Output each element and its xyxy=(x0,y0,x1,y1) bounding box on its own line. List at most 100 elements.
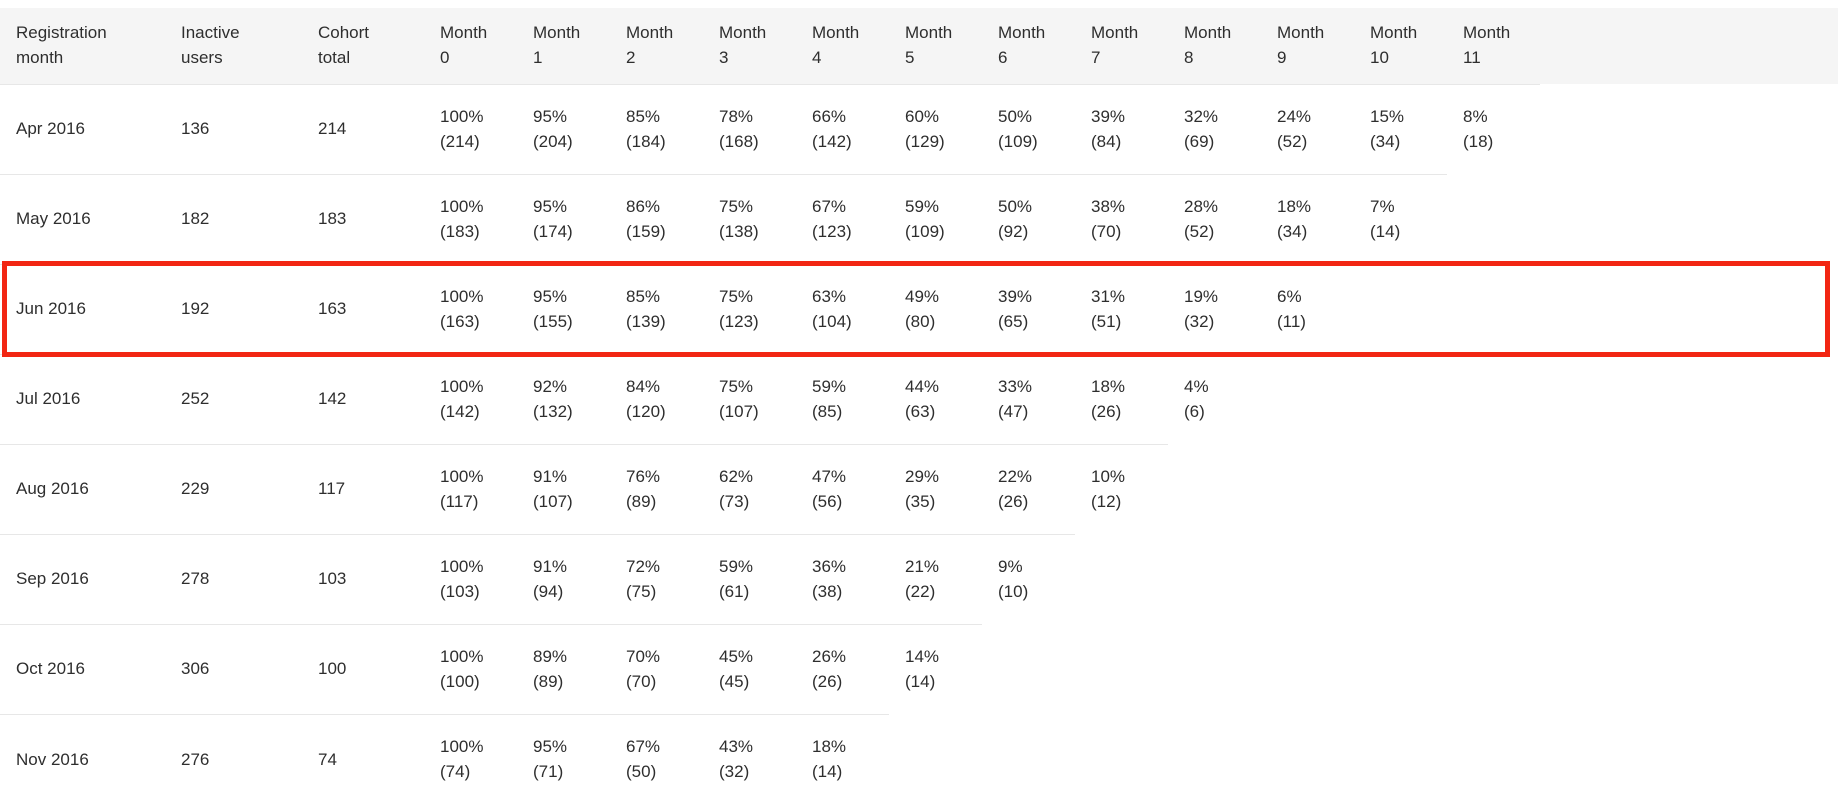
retention-count: (104) xyxy=(812,312,852,331)
registration-month-cell: Jun 2016 xyxy=(0,263,165,354)
retention-cell-month-8: 32% (69) xyxy=(1168,83,1261,174)
retention-percent: 24% xyxy=(1277,106,1312,126)
retention-count: (14) xyxy=(1370,222,1401,242)
retention-percent: 100% xyxy=(440,556,484,576)
retention-percent: 100% xyxy=(440,376,484,396)
retention-cell-month-9: 18% (34) xyxy=(1261,173,1354,264)
retention-percent: 75% xyxy=(719,196,754,216)
retention-cell-month-5: 21% (22) xyxy=(889,533,982,624)
registration-month-cell: Nov 2016 xyxy=(0,713,165,804)
registration-month-cell: Oct 2016 xyxy=(0,623,165,714)
retention-cell-month-4: 18% (14) xyxy=(796,713,889,804)
retention-cell-month-4: 66% (142) xyxy=(796,83,889,174)
column-header-inactive-users: Inactive users xyxy=(165,8,302,84)
retention-percent: 59% xyxy=(905,196,940,216)
retention-percent: 66% xyxy=(812,106,847,126)
cohort-table-header: Registration month Inactive users Cohort t… xyxy=(0,8,1838,84)
retention-cell-month-2: 72% (75) xyxy=(610,533,703,624)
column-header-month-8: Month 8 xyxy=(1168,8,1261,84)
retention-cell-month-2: 76% (89) xyxy=(610,443,703,534)
retention-cell-month-2: 70% (70) xyxy=(610,623,703,714)
cohort-total-cell: 183 xyxy=(302,173,424,264)
registration-month-cell: Aug 2016 xyxy=(0,443,165,534)
retention-cell-month-7: 10% (12) xyxy=(1075,443,1168,534)
retention-count: (204) xyxy=(533,132,573,151)
retention-count: (34) xyxy=(1370,132,1401,151)
retention-count: (52) xyxy=(1277,132,1308,151)
retention-count: (117) xyxy=(440,492,479,511)
retention-percent: 67% xyxy=(812,196,847,216)
retention-count: (92) xyxy=(998,222,1029,241)
retention-count: (70) xyxy=(1091,222,1122,241)
retention-cell-month-6: 9% (10) xyxy=(982,533,1075,624)
column-header-month-5: Month 5 xyxy=(889,8,982,84)
retention-percent: 92% xyxy=(533,376,568,396)
retention-count: (80) xyxy=(905,312,936,331)
retention-cell-month-4: 63% (104) xyxy=(796,263,889,354)
column-header-month-2: Month 2 xyxy=(610,8,703,84)
retention-cell-month-4: 26% (26) xyxy=(796,623,889,714)
retention-cell-month-2: 86% (159) xyxy=(610,173,703,264)
retention-cell-month-3: 45% (45) xyxy=(703,623,796,714)
retention-percent: 95% xyxy=(533,106,568,126)
retention-cell-month-1: 89% (89) xyxy=(517,623,610,714)
retention-count: (132) xyxy=(533,402,573,421)
retention-percent: 18% xyxy=(1277,196,1312,216)
retention-count: (84) xyxy=(1091,132,1122,151)
inactive-users-cell: 252 xyxy=(165,353,302,444)
retention-percent: 6% xyxy=(1277,286,1302,306)
retention-cell-month-5: 29% (35) xyxy=(889,443,982,534)
registration-month-cell: May 2016 xyxy=(0,173,165,264)
retention-count: (142) xyxy=(440,402,480,421)
retention-percent: 38% xyxy=(1091,196,1126,216)
retention-percent: 78% xyxy=(719,106,754,126)
registration-month-cell: Apr 2016 xyxy=(0,83,165,174)
cohort-total-cell: 117 xyxy=(302,443,424,534)
retention-count: (14) xyxy=(812,762,843,782)
retention-count: (63) xyxy=(905,402,936,421)
cohort-row-may-2016: May 2016 182 183 100% (183) 95% (174) 86% (159) 7… xyxy=(0,173,1838,264)
column-header-month-6: Month 6 xyxy=(982,8,1075,84)
column-header-month-10: Month 10 xyxy=(1354,8,1447,84)
inactive-users-cell: 136 xyxy=(165,83,302,174)
cohort-total-cell: 142 xyxy=(302,353,424,444)
retention-percent: 84% xyxy=(626,376,661,396)
column-header-registration-month: Registration month xyxy=(0,8,165,84)
retention-count: (74) xyxy=(440,762,471,782)
retention-cell-month-0: 100% (100) xyxy=(424,623,517,714)
empty-retention-cells xyxy=(1075,534,1838,624)
retention-cell-month-0: 100% (117) xyxy=(424,443,517,534)
retention-count: (214) xyxy=(440,132,480,151)
retention-cell-month-1: 95% (174) xyxy=(517,173,610,264)
retention-percent: 100% xyxy=(440,646,484,666)
retention-percent: 100% xyxy=(440,106,484,126)
retention-percent: 100% xyxy=(440,286,484,306)
inactive-users-cell: 306 xyxy=(165,623,302,714)
retention-cell-month-0: 100% (142) xyxy=(424,353,517,444)
retention-cell-month-3: 59% (61) xyxy=(703,533,796,624)
header-row: Registration month Inactive users Cohort t… xyxy=(0,8,1838,84)
retention-percent: 9% xyxy=(998,556,1023,576)
retention-cell-month-1: 92% (132) xyxy=(517,353,610,444)
retention-percent: 70% xyxy=(626,646,661,666)
retention-percent: 44% xyxy=(905,376,940,396)
retention-count: (109) xyxy=(905,222,945,241)
retention-count: (11) xyxy=(1277,312,1306,332)
retention-count: (183) xyxy=(440,222,480,241)
retention-cell-month-2: 67% (50) xyxy=(610,713,703,804)
retention-count: (155) xyxy=(533,312,573,331)
retention-count: (35) xyxy=(905,492,936,511)
cohort-total-cell: 74 xyxy=(302,713,424,804)
retention-cell-month-0: 100% (163) xyxy=(424,263,517,354)
retention-percent: 49% xyxy=(905,286,940,306)
retention-percent: 85% xyxy=(626,106,661,126)
retention-cell-month-0: 100% (103) xyxy=(424,533,517,624)
empty-retention-cells xyxy=(889,714,1838,804)
cohort-row-sep-2016: Sep 2016 278 103 100% (103) 91% (94) 72% (75) 59%… xyxy=(0,533,1838,624)
retention-count: (34) xyxy=(1277,222,1308,241)
retention-count: (18) xyxy=(1463,132,1494,152)
column-header-month-7: Month 7 xyxy=(1075,8,1168,84)
retention-count: (50) xyxy=(626,762,657,782)
cohort-row-jun-2016: Jun 2016 192 163 100% (163) 95% (155) 85% (139) 7… xyxy=(0,263,1838,354)
retention-cell-month-5: 60% (129) xyxy=(889,83,982,174)
